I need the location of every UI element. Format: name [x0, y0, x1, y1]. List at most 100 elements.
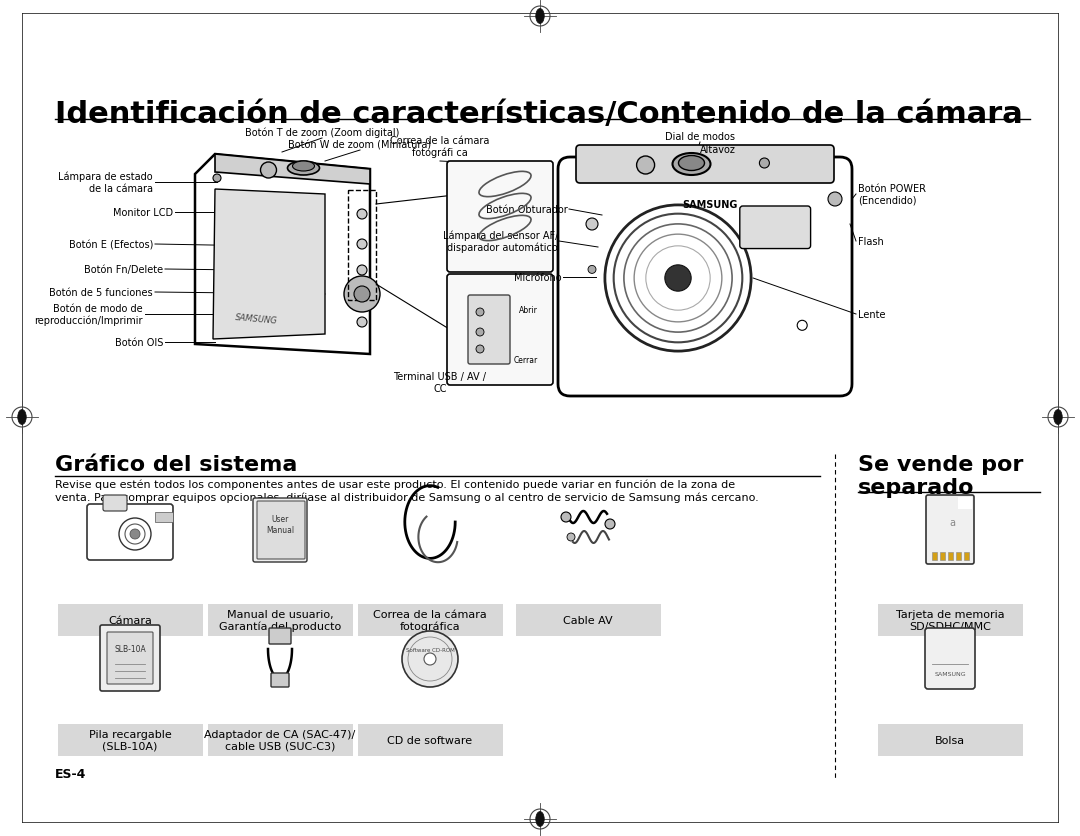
Circle shape — [759, 159, 769, 169]
Circle shape — [402, 631, 458, 687]
Bar — [877, 724, 1023, 756]
FancyBboxPatch shape — [103, 496, 127, 512]
Circle shape — [357, 318, 367, 328]
Ellipse shape — [536, 812, 544, 827]
Text: Cámara: Cámara — [108, 615, 152, 625]
Circle shape — [213, 175, 221, 183]
Bar — [357, 724, 502, 756]
Bar — [156, 512, 173, 522]
Circle shape — [636, 157, 654, 175]
Text: Lámpara del sensor AF/
disparador automático: Lámpara del sensor AF/ disparador automá… — [443, 231, 558, 253]
Text: Software CD-ROM: Software CD-ROM — [406, 647, 455, 652]
Text: Botón de modo de
reproducción/Imprimir: Botón de modo de reproducción/Imprimir — [35, 303, 143, 326]
Text: Cable AV: Cable AV — [563, 615, 612, 625]
Text: Dial de modos: Dial de modos — [665, 132, 735, 142]
Text: Bolsa: Bolsa — [935, 735, 966, 745]
Circle shape — [476, 345, 484, 354]
Text: Manual de usuario,
Garantía del producto: Manual de usuario, Garantía del producto — [219, 609, 341, 631]
Bar — [956, 553, 961, 560]
FancyBboxPatch shape — [468, 296, 510, 364]
Bar — [357, 604, 502, 636]
FancyBboxPatch shape — [107, 632, 153, 684]
Text: Gráfico del sistema: Gráfico del sistema — [55, 455, 297, 475]
Ellipse shape — [673, 154, 711, 176]
Ellipse shape — [293, 162, 314, 171]
Bar — [207, 724, 352, 756]
Text: SAMSUNG: SAMSUNG — [934, 671, 966, 676]
Bar — [940, 553, 945, 560]
Circle shape — [605, 519, 615, 529]
Polygon shape — [213, 190, 325, 339]
Circle shape — [588, 266, 596, 274]
Polygon shape — [215, 155, 370, 185]
Text: Botón POWER
(Encendido): Botón POWER (Encendido) — [858, 184, 926, 206]
Text: Terminal USB / AV /
CC: Terminal USB / AV / CC — [393, 371, 486, 393]
Text: User
Manual: User Manual — [266, 515, 294, 534]
Circle shape — [357, 210, 367, 220]
Circle shape — [476, 329, 484, 337]
Bar — [964, 553, 969, 560]
Ellipse shape — [1054, 410, 1063, 425]
FancyBboxPatch shape — [576, 145, 834, 184]
Text: Monitor LCD: Monitor LCD — [113, 208, 173, 217]
FancyBboxPatch shape — [926, 496, 974, 564]
FancyBboxPatch shape — [257, 502, 305, 559]
Ellipse shape — [678, 156, 704, 171]
Circle shape — [586, 219, 598, 231]
Circle shape — [567, 533, 575, 542]
Text: a: a — [949, 517, 955, 528]
Bar — [877, 604, 1023, 636]
Text: Botón Obturador: Botón Obturador — [486, 205, 568, 215]
FancyBboxPatch shape — [271, 673, 289, 687]
Text: Flash: Flash — [858, 237, 883, 247]
Text: Correa de la cámara
fotográfica: Correa de la cámara fotográfica — [373, 609, 487, 631]
Text: Botón de 5 funciones: Botón de 5 funciones — [50, 288, 153, 298]
Text: Tarjeta de memoria
SD/SDHC/MMC: Tarjeta de memoria SD/SDHC/MMC — [895, 609, 1004, 631]
Bar — [932, 553, 937, 560]
Text: Cerrar: Cerrar — [514, 355, 538, 364]
Text: Abrir: Abrir — [519, 306, 538, 314]
FancyBboxPatch shape — [558, 158, 852, 396]
Bar — [207, 604, 352, 636]
Bar — [57, 604, 203, 636]
Circle shape — [357, 293, 367, 303]
Text: Botón Fn/Delete: Botón Fn/Delete — [84, 265, 163, 275]
Text: Micrófono: Micrófono — [514, 273, 562, 283]
Text: Botón OIS: Botón OIS — [114, 338, 163, 348]
Text: Botón E (Efectos): Botón E (Efectos) — [69, 240, 153, 250]
Polygon shape — [195, 155, 370, 354]
Text: CD de software: CD de software — [388, 735, 473, 745]
Text: SAMSUNG: SAMSUNG — [234, 313, 278, 325]
Circle shape — [476, 308, 484, 317]
Text: Lente: Lente — [858, 309, 886, 319]
FancyBboxPatch shape — [924, 628, 975, 689]
Ellipse shape — [536, 9, 544, 24]
Circle shape — [665, 266, 691, 292]
Text: Pila recargable
(SLB-10A): Pila recargable (SLB-10A) — [89, 729, 172, 751]
Ellipse shape — [17, 410, 26, 425]
Text: Lámpara de estado
de la cámara: Lámpara de estado de la cámara — [58, 171, 153, 194]
Circle shape — [345, 277, 380, 313]
Circle shape — [424, 653, 436, 665]
Text: Botón W de zoom (Miniatura): Botón W de zoom (Miniatura) — [288, 140, 432, 150]
Text: Adaptador de CA (SAC-47)/
cable USB (SUC-C3): Adaptador de CA (SAC-47)/ cable USB (SUC… — [204, 729, 355, 751]
Text: ES-4: ES-4 — [55, 767, 86, 780]
FancyBboxPatch shape — [253, 498, 307, 563]
Text: SLB-10A: SLB-10A — [114, 645, 146, 654]
Circle shape — [357, 266, 367, 276]
Bar — [958, 497, 972, 509]
FancyBboxPatch shape — [100, 625, 160, 691]
Circle shape — [354, 287, 370, 303]
FancyBboxPatch shape — [269, 628, 291, 645]
Text: Se vende por
separado: Se vende por separado — [858, 455, 1024, 497]
Circle shape — [357, 240, 367, 250]
Text: Altavoz: Altavoz — [700, 145, 735, 155]
FancyBboxPatch shape — [447, 162, 553, 273]
Circle shape — [828, 193, 842, 206]
Text: Revise que estén todos los componentes antes de usar este producto. El contenido: Revise que estén todos los componentes a… — [55, 479, 759, 502]
Text: Botón T de zoom (Zoom digital): Botón T de zoom (Zoom digital) — [245, 127, 400, 138]
Bar — [948, 553, 953, 560]
Ellipse shape — [287, 162, 320, 176]
Text: Correa de la cámara
fotográfi ca: Correa de la cámara fotográfi ca — [390, 135, 489, 158]
Bar — [515, 604, 661, 636]
